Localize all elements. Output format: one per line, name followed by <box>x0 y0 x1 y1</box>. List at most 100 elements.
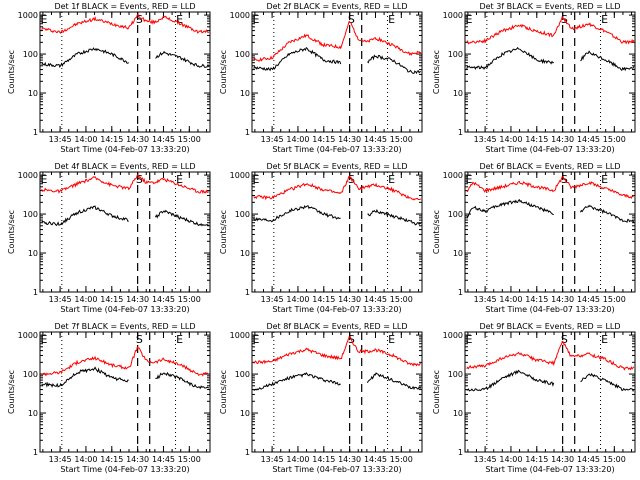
y-tick-label: 10 <box>240 249 250 258</box>
plot-frame <box>251 11 423 133</box>
x-tick-label: 14:00 <box>74 295 97 304</box>
plot-frame <box>251 171 423 293</box>
x-tick-label: 14:00 <box>499 135 522 144</box>
x-tick-label: 14:15 <box>312 455 335 464</box>
events-curve <box>41 205 129 227</box>
marker-flare: S <box>348 13 355 26</box>
x-tick-label: 14:45 <box>364 455 387 464</box>
y-axis-title: Counts/sec <box>432 50 441 94</box>
x-tick-label: 15:00 <box>603 455 626 464</box>
marker-start: E <box>466 173 473 186</box>
y-tick-label: 1000 <box>230 171 250 180</box>
marker-start: E <box>41 13 48 26</box>
x-tick-label: 13:45 <box>261 295 284 304</box>
x-tick-label: 14:45 <box>152 295 175 304</box>
detector-panel-6: Det 6f BLACK = Events, RED = LLD 1000 100 1… <box>432 162 636 314</box>
series-lld-red <box>41 174 210 195</box>
detector-panel-9: Det 9f BLACK = Events, RED = LLD 1000 100 1… <box>432 322 636 474</box>
x-tick-label: 14:15 <box>525 455 548 464</box>
y-tick-label: 1 <box>458 288 463 297</box>
lld-curve <box>253 175 422 201</box>
x-tick-label: 13:45 <box>49 295 72 304</box>
series-lld-red <box>253 20 422 62</box>
y-axis-title: Counts/sec <box>219 370 228 414</box>
marker-end: E <box>388 173 395 186</box>
events-curve <box>41 47 129 69</box>
events-curve <box>580 372 635 392</box>
panel-title: Det 9f BLACK = Events, RED = LLD <box>479 322 620 331</box>
y-tick-label: 1 <box>245 288 250 297</box>
marker-end: E <box>176 333 183 346</box>
x-tick-label: 14:30 <box>551 295 574 304</box>
y-tick-label: 1000 <box>443 331 463 340</box>
x-axis-title: Start Time (04-Feb-07 13:33:20) <box>60 305 189 314</box>
series-lld-red <box>466 15 635 45</box>
y-tick-label: 10 <box>28 89 38 98</box>
detector-panel-1: Det 1f BLACK = Events, RED = LLD 1000 100 1… <box>7 2 211 154</box>
marker-flare: S <box>136 13 143 26</box>
y-tick-label: 100 <box>448 50 463 59</box>
panel-title: Det 3f BLACK = Events, RED = LLD <box>479 2 620 11</box>
x-tick-label: 14:30 <box>551 135 574 144</box>
marker-start: E <box>253 13 260 26</box>
series-lld-red <box>41 13 210 34</box>
series-events-black <box>466 46 635 72</box>
y-axis-title: Counts/sec <box>432 370 441 414</box>
x-axis-title: Start Time (04-Feb-07 13:33:20) <box>272 465 401 474</box>
x-tick-label: 13:45 <box>49 455 72 464</box>
y-tick-label: 1 <box>33 128 38 137</box>
x-tick-label: 13:45 <box>261 455 284 464</box>
x-tick-label: 14:00 <box>286 135 309 144</box>
lld-curve <box>466 176 635 200</box>
y-tick-label: 100 <box>448 210 463 219</box>
series-events-black <box>466 369 635 392</box>
y-tick-label: 100 <box>235 210 250 219</box>
x-tick-label: 13:45 <box>474 135 497 144</box>
events-curve <box>580 50 635 72</box>
y-tick-label: 1 <box>33 448 38 457</box>
y-axis-title: Counts/sec <box>7 370 16 414</box>
lld-curve <box>466 340 635 371</box>
events-curve <box>253 371 341 391</box>
x-axis-title: Start Time (04-Feb-07 13:33:20) <box>485 465 614 474</box>
y-tick-label: 1 <box>245 448 250 457</box>
panel-title: Det 5f BLACK = Events, RED = LLD <box>266 162 407 171</box>
y-tick-label: 10 <box>453 89 463 98</box>
plot-frame <box>464 331 636 453</box>
x-tick-label: 14:45 <box>577 135 600 144</box>
marker-flare: S <box>136 333 143 346</box>
marker-end: E <box>601 173 608 186</box>
y-tick-label: 10 <box>240 89 250 98</box>
x-tick-label: 14:45 <box>152 135 175 144</box>
y-tick-label: 1000 <box>443 11 463 20</box>
panel-title: Det 8f BLACK = Events, RED = LLD <box>266 322 407 331</box>
y-tick-label: 100 <box>448 370 463 379</box>
series-lld-red <box>41 346 210 377</box>
lld-curve <box>41 13 210 34</box>
x-tick-label: 15:00 <box>603 135 626 144</box>
x-tick-label: 14:00 <box>499 455 522 464</box>
x-tick-label: 15:00 <box>178 135 201 144</box>
x-tick-label: 13:45 <box>261 135 284 144</box>
marker-end: E <box>176 173 183 186</box>
x-tick-label: 15:00 <box>390 135 413 144</box>
y-axis-title: Counts/sec <box>219 210 228 254</box>
panel-title: Det 7f BLACK = Events, RED = LLD <box>54 322 195 331</box>
x-tick-label: 15:00 <box>178 295 201 304</box>
events-curve <box>253 46 342 72</box>
y-tick-label: 1 <box>33 288 38 297</box>
x-tick-label: 14:00 <box>286 295 309 304</box>
detector-panel-4: Det 4f BLACK = Events, RED = LLD 1000 100 1… <box>7 162 211 314</box>
y-tick-label: 100 <box>23 370 38 379</box>
series-events-black <box>253 205 422 226</box>
events-curve <box>154 209 210 227</box>
x-axis-title: Start Time (04-Feb-07 13:33:20) <box>60 465 189 474</box>
series-events-black <box>41 366 210 390</box>
x-tick-label: 14:00 <box>286 455 309 464</box>
x-tick-label: 14:45 <box>577 455 600 464</box>
events-curve <box>366 372 422 391</box>
lld-curve <box>41 346 210 377</box>
plot-frame <box>464 171 636 293</box>
series-events-black <box>253 371 422 391</box>
y-axis-title: Counts/sec <box>219 50 228 94</box>
